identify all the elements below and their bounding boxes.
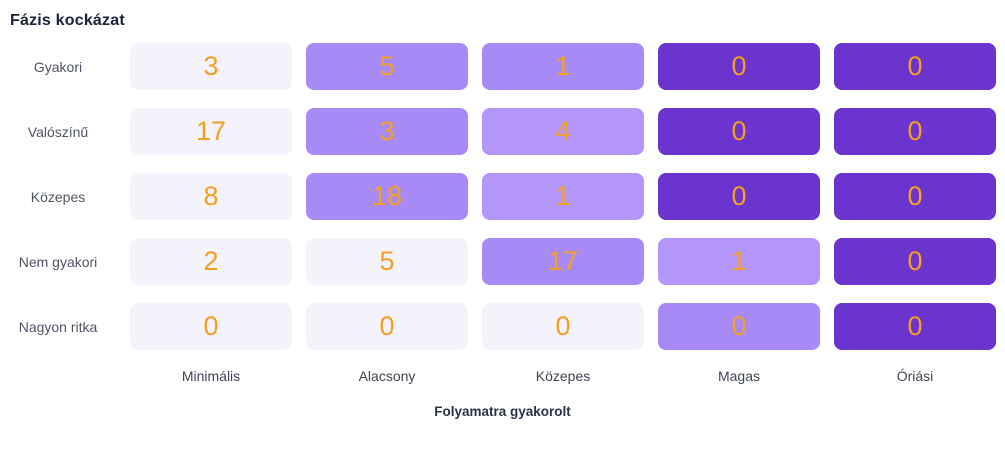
heatmap-cell[interactable]: 1 [482, 173, 644, 220]
heatmap-row: Gyakori 3 5 1 0 0 [0, 43, 1005, 90]
heatmap-cell[interactable]: 0 [658, 43, 820, 90]
heatmap-row: Nagyon ritka 0 0 0 0 0 [0, 303, 1005, 350]
heatmap-cell[interactable]: 0 [834, 303, 996, 350]
heatmap-cell[interactable]: 5 [306, 43, 468, 90]
chart-title: Fázis kockázat [10, 12, 125, 29]
x-axis-label: Óriási [896, 368, 934, 384]
heatmap-cell[interactable]: 0 [834, 108, 996, 155]
heatmap-cell[interactable]: 0 [482, 303, 644, 350]
heatmap-cell[interactable]: 17 [482, 238, 644, 285]
row-label: Közepes [30, 188, 86, 205]
heatmap-cell[interactable]: 17 [130, 108, 292, 155]
heatmap-cell[interactable]: 18 [306, 173, 468, 220]
heatmap-cell[interactable]: 0 [834, 43, 996, 90]
row-label: Nagyon ritka [18, 318, 98, 335]
heatmap-row: Nem gyakori 2 5 17 1 0 [0, 238, 1005, 285]
x-axis-label: Közepes [535, 368, 591, 384]
heatmap-row: Közepes 8 18 1 0 0 [0, 173, 1005, 220]
x-axis-label: Minimális [181, 368, 241, 384]
heatmap-cell[interactable]: 0 [306, 303, 468, 350]
heatmap-cell[interactable]: 0 [658, 108, 820, 155]
heatmap-cell[interactable]: 0 [658, 303, 820, 350]
heatmap-grid: Gyakori 3 5 1 0 0 Valószínű 17 3 4 0 0 Közepes 8 18 1 0 0… [0, 43, 1005, 350]
row-label: Nem gyakori [18, 253, 98, 270]
row-label: Gyakori [33, 58, 83, 75]
heatmap-cell[interactable]: 0 [834, 173, 996, 220]
heatmap-cell[interactable]: 3 [306, 108, 468, 155]
x-axis-title: Folyamatra gyakorolt [434, 404, 571, 419]
heatmap-cell[interactable]: 0 [130, 303, 292, 350]
heatmap-cell[interactable]: 0 [658, 173, 820, 220]
heatmap-cell[interactable]: 0 [834, 238, 996, 285]
x-axis-label: Magas [717, 368, 761, 384]
heatmap-cell[interactable]: 1 [482, 43, 644, 90]
x-axis-labels: Minimális Alacsony Közepes Magas Óriási [0, 368, 1005, 384]
heatmap-cell[interactable]: 4 [482, 108, 644, 155]
heatmap-cell[interactable]: 3 [130, 43, 292, 90]
heatmap-cell[interactable]: 5 [306, 238, 468, 285]
x-axis-label: Alacsony [358, 368, 416, 384]
heatmap-cell[interactable]: 1 [658, 238, 820, 285]
row-label: Valószínű [27, 123, 89, 140]
x-axis-label-spacer [0, 368, 116, 384]
heatmap-row: Valószínű 17 3 4 0 0 [0, 108, 1005, 155]
heatmap-cell[interactable]: 8 [130, 173, 292, 220]
heatmap-cell[interactable]: 2 [130, 238, 292, 285]
